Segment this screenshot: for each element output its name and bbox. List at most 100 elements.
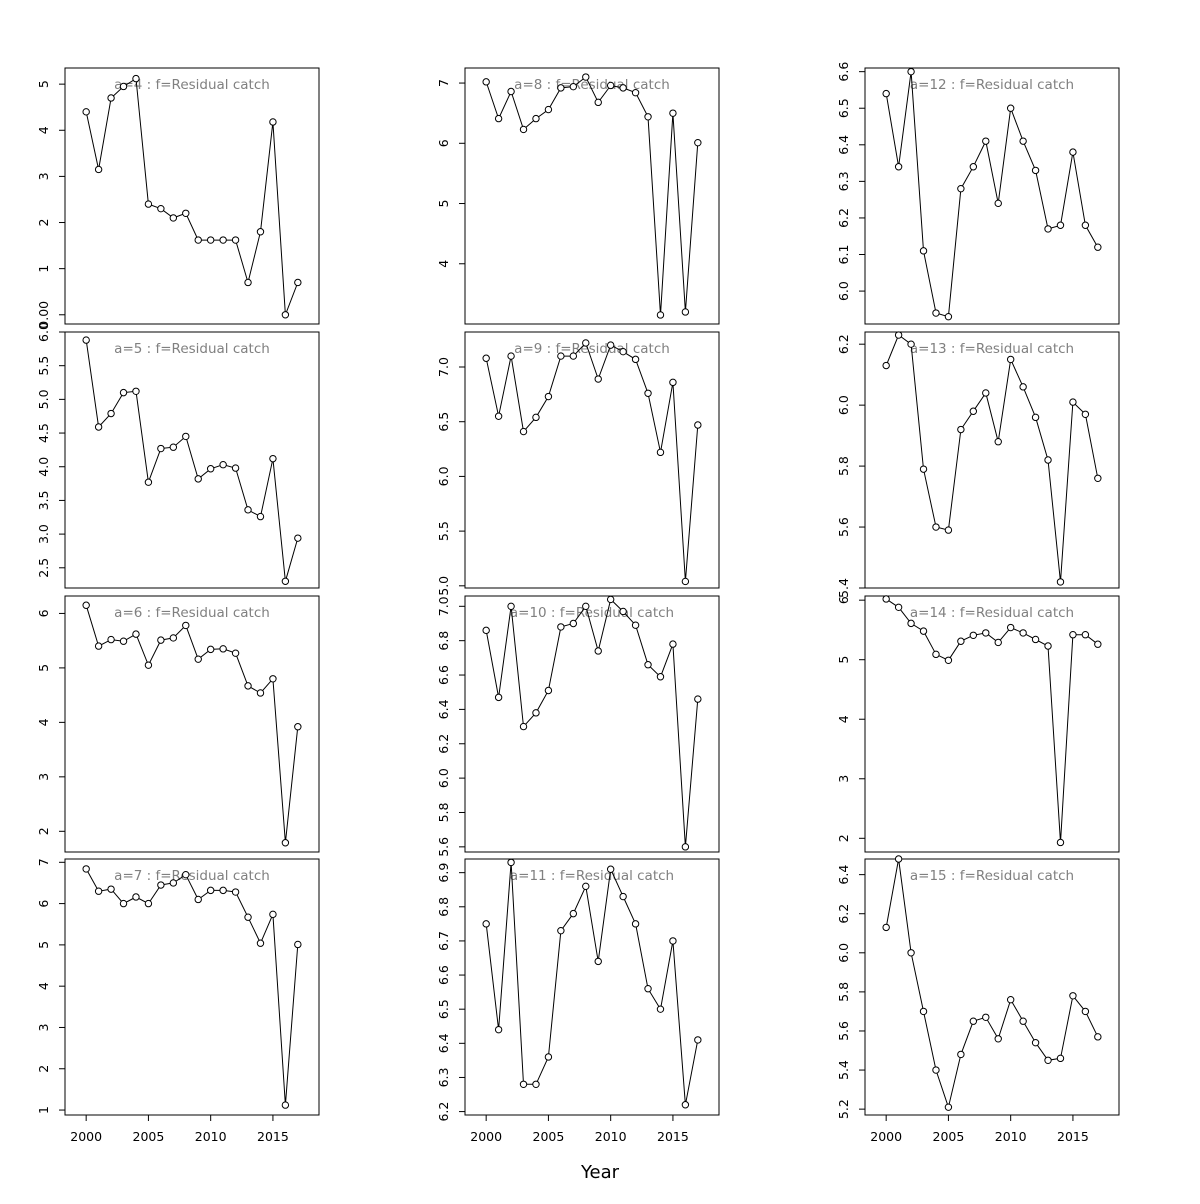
data-point xyxy=(1081,630,1090,639)
data-point xyxy=(482,920,490,928)
data-point xyxy=(919,1007,928,1016)
data-point xyxy=(1031,413,1040,422)
y-tick-label: 0.00 xyxy=(36,301,51,329)
data-point xyxy=(269,675,277,683)
x-tick-label: 2005 xyxy=(133,1129,165,1144)
data-point xyxy=(969,407,978,415)
y-tick-label: 5.5 xyxy=(436,521,451,541)
series-line xyxy=(485,598,699,847)
y-tick-label: 4 xyxy=(436,260,451,268)
data-point xyxy=(281,1101,290,1109)
y-tick-label: 5.2 xyxy=(836,1099,851,1119)
data-point xyxy=(482,354,490,362)
data-point xyxy=(982,1013,990,1021)
data-point xyxy=(219,886,227,895)
data-point xyxy=(631,920,640,928)
data-point xyxy=(182,209,190,217)
data-point xyxy=(507,87,515,96)
data-point xyxy=(1081,410,1090,418)
data-point xyxy=(1081,221,1090,229)
panel-frame xyxy=(64,67,320,325)
y-tick-label: 5 xyxy=(36,664,51,672)
panel-10: a=7 : f=Residual catch 1 2 3 4 5 6 7 2000 2005 201… xyxy=(36,858,320,1144)
data-point xyxy=(94,165,103,174)
y-tick-label: 5.8 xyxy=(836,982,851,1002)
data-point xyxy=(631,88,640,97)
y-tick-label: 5 xyxy=(436,200,451,208)
data-point xyxy=(169,879,178,887)
data-point xyxy=(1044,225,1052,233)
panel-title: a=11 : f=Residual catch xyxy=(510,868,674,884)
data-point xyxy=(631,621,640,629)
y-tick-label: 4.0 xyxy=(36,457,51,477)
data-point xyxy=(294,534,302,542)
y-tick-label: 1 xyxy=(36,1106,51,1114)
y-tick-label: 4.5 xyxy=(36,423,51,443)
data-point xyxy=(1056,838,1065,847)
data-point xyxy=(107,635,115,644)
data-point xyxy=(681,577,690,586)
data-point xyxy=(144,478,153,486)
panel-title: a=4 : f=Residual catch xyxy=(114,77,270,93)
data-point xyxy=(557,623,565,631)
data-point xyxy=(182,870,190,879)
data-point xyxy=(919,627,928,635)
data-point xyxy=(907,949,915,957)
data-point xyxy=(606,865,615,873)
data-point xyxy=(606,595,615,604)
data-point xyxy=(594,375,602,383)
data-point xyxy=(669,937,677,945)
y-tick-label: 7 xyxy=(436,79,451,87)
y-tick-label: 6.5 xyxy=(436,999,451,1019)
panel-title: a=9 : f=Residual catch xyxy=(514,341,670,357)
data-point xyxy=(944,656,953,664)
series-line xyxy=(85,340,299,582)
data-point xyxy=(144,899,153,908)
y-tick-label: 4 xyxy=(836,715,851,723)
x-tick-label: 2015 xyxy=(257,1129,289,1144)
y-tick-label: 6.2 xyxy=(836,208,851,228)
data-point xyxy=(182,621,190,630)
y-tick-label: 4 xyxy=(36,126,51,134)
data-point xyxy=(519,722,528,731)
data-point xyxy=(281,577,290,585)
y-tick-label: 6.2 xyxy=(836,334,851,354)
data-point xyxy=(119,637,128,645)
data-point xyxy=(1094,474,1102,482)
y-tick-label: 5 xyxy=(36,80,51,88)
data-point xyxy=(231,888,240,896)
data-point xyxy=(882,595,890,603)
x-axis-label: Year xyxy=(580,1162,620,1183)
data-point xyxy=(644,113,652,121)
y-tick-label: 5.8 xyxy=(436,803,451,823)
data-point xyxy=(669,640,677,648)
x-tick-label: 2000 xyxy=(870,1129,902,1144)
y-tick-label: 2.5 xyxy=(36,558,51,578)
data-point xyxy=(494,114,503,123)
panel-3: a=12 : f=Residual catch 6.0 6.1 6.2 6.3 6.4 6.… xyxy=(836,62,1120,325)
y-tick-label: 6.2 xyxy=(836,904,851,924)
panel-9: a=14 : f=Residual catch 2 3 4 5 6 xyxy=(836,595,1120,853)
y-tick-label: 6.0 xyxy=(36,322,51,342)
data-point xyxy=(206,236,215,244)
y-tick-label: 6 xyxy=(836,596,851,604)
data-point xyxy=(231,649,240,657)
data-point xyxy=(1056,1054,1065,1063)
y-tick-label: 6.3 xyxy=(436,1068,451,1088)
panel-frame xyxy=(64,331,320,589)
data-point xyxy=(1031,635,1040,644)
data-point xyxy=(994,638,1002,647)
data-point xyxy=(606,81,615,90)
data-point xyxy=(194,655,202,663)
data-point xyxy=(107,409,115,418)
data-point xyxy=(994,1035,1002,1043)
data-point xyxy=(519,1080,528,1088)
data-point xyxy=(107,885,115,893)
y-tick-label: 5 xyxy=(836,656,851,664)
data-point xyxy=(569,82,578,91)
data-point xyxy=(957,637,965,645)
panel-title: a=10 : f=Residual catch xyxy=(510,605,674,621)
data-point xyxy=(1069,630,1077,639)
